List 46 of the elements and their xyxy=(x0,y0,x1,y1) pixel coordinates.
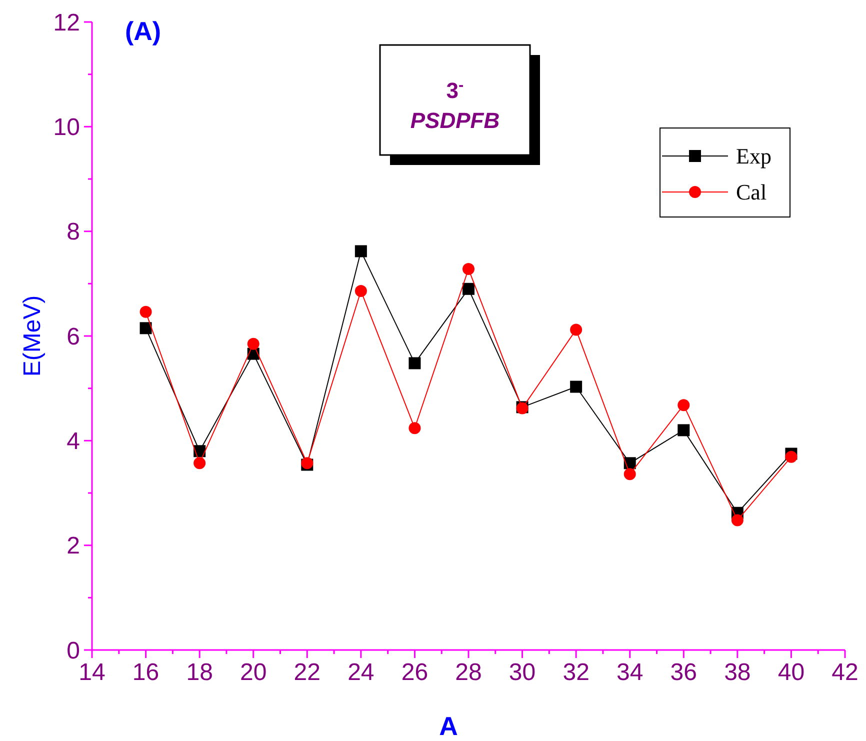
y-tick-label: 8 xyxy=(66,218,80,246)
legend-label: Exp xyxy=(736,144,772,169)
x-tick-label: 26 xyxy=(401,659,428,686)
annotation: PSDPFB xyxy=(410,108,500,133)
point xyxy=(785,450,798,463)
legend-label: Cal xyxy=(736,180,767,205)
point xyxy=(247,338,260,350)
x-axis-title: A xyxy=(439,711,458,741)
x-tick-label: 24 xyxy=(348,659,374,686)
point xyxy=(354,284,367,297)
x-tick-label: 40 xyxy=(778,659,805,686)
x-tick-label: 30 xyxy=(508,659,536,686)
x-tick-label: 18 xyxy=(186,659,213,686)
point xyxy=(408,422,421,434)
y-axis-title: E(MeV) xyxy=(19,295,46,377)
y-tick-label: 2 xyxy=(66,532,80,560)
x-tick-label: 20 xyxy=(240,659,267,686)
x-tick-label: 22 xyxy=(294,659,320,686)
point xyxy=(140,306,152,318)
point xyxy=(678,399,690,412)
point xyxy=(624,468,636,480)
x-tick-label: 36 xyxy=(670,659,697,686)
x-tick-label: 42 xyxy=(832,659,858,686)
x-tick-label: 14 xyxy=(78,659,106,686)
x-tick-label: 28 xyxy=(455,659,482,686)
point xyxy=(731,514,744,526)
point xyxy=(462,263,474,276)
x-tick-label: 34 xyxy=(616,659,644,686)
point xyxy=(678,424,690,436)
point xyxy=(194,457,206,470)
point xyxy=(354,245,367,258)
y-tick-label: 10 xyxy=(53,114,80,142)
point xyxy=(140,322,152,334)
y-tick-label: 6 xyxy=(66,323,80,350)
x-tick-label: 38 xyxy=(724,659,751,686)
y-tick-label: 12 xyxy=(53,9,80,36)
annotation: 3$^{-}$ xyxy=(446,76,464,103)
point xyxy=(570,380,582,393)
x-tick-label: 32 xyxy=(562,659,590,686)
y-tick-label: 4 xyxy=(66,428,80,456)
x-tick-label: 16 xyxy=(132,659,160,686)
point xyxy=(462,282,474,295)
point xyxy=(570,324,582,336)
y-tick-label: 0 xyxy=(66,637,80,664)
point xyxy=(408,357,421,370)
chart-title: (A) xyxy=(125,16,162,46)
